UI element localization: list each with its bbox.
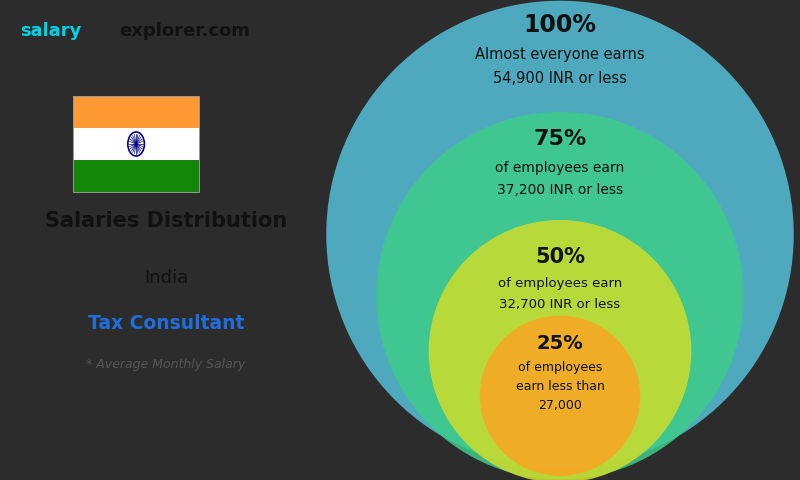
Text: explorer.com: explorer.com: [119, 22, 250, 40]
Bar: [73, 96, 199, 192]
Text: earn less than: earn less than: [515, 381, 605, 394]
Circle shape: [429, 220, 691, 480]
Bar: [73, 128, 199, 160]
Text: 27,000: 27,000: [538, 399, 582, 412]
Text: Tax Consultant: Tax Consultant: [88, 314, 244, 334]
Text: * Average Monthly Salary: * Average Monthly Salary: [86, 358, 246, 371]
Text: 75%: 75%: [534, 129, 586, 149]
Text: 100%: 100%: [523, 13, 597, 37]
Text: India: India: [144, 269, 188, 287]
Text: 32,700 INR or less: 32,700 INR or less: [499, 298, 621, 311]
Text: 50%: 50%: [535, 247, 585, 267]
Circle shape: [376, 112, 744, 480]
Bar: [73, 96, 199, 128]
Text: Almost everyone earns: Almost everyone earns: [475, 47, 645, 61]
Text: Salaries Distribution: Salaries Distribution: [45, 211, 287, 231]
Text: 25%: 25%: [537, 334, 583, 353]
Text: salary: salary: [20, 22, 82, 40]
Text: 37,200 INR or less: 37,200 INR or less: [497, 183, 623, 197]
Circle shape: [326, 0, 794, 468]
Text: 54,900 INR or less: 54,900 INR or less: [493, 71, 627, 86]
Text: of employees earn: of employees earn: [495, 161, 625, 175]
Circle shape: [480, 316, 640, 476]
Text: of employees earn: of employees earn: [498, 277, 622, 290]
Bar: [73, 160, 199, 192]
Text: of employees: of employees: [518, 361, 602, 374]
